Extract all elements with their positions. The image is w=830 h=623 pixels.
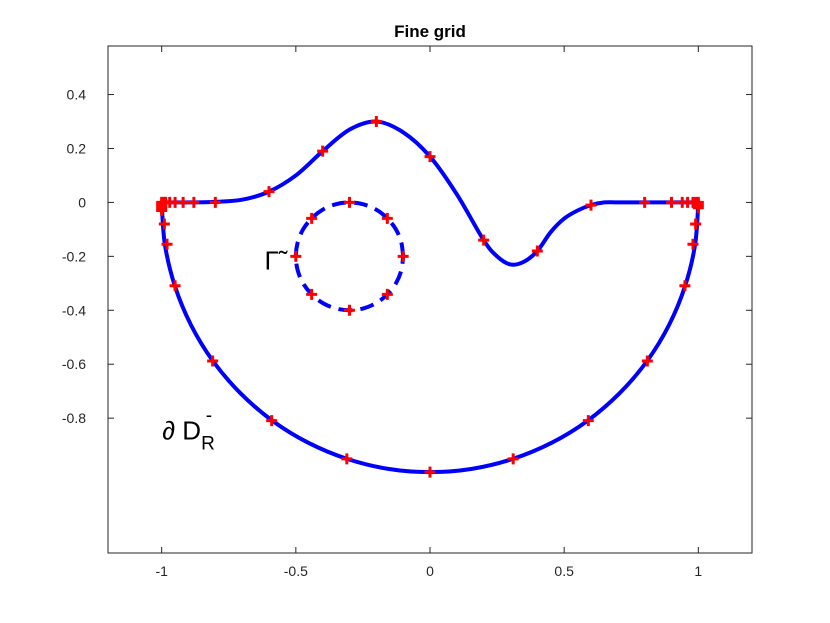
data-point [188, 196, 200, 208]
data-point [687, 238, 699, 250]
data-point [424, 151, 436, 163]
data-point [317, 145, 329, 157]
data-point [341, 453, 353, 465]
data-point [424, 466, 436, 478]
data-point [692, 202, 704, 214]
data-point [207, 355, 219, 367]
boundary-label-main: ∂ D [162, 416, 201, 446]
data-point [161, 238, 173, 250]
data-point [158, 218, 170, 230]
x-tick-label: 1 [694, 563, 702, 579]
series-line-1 [159, 202, 701, 475]
data-point [370, 116, 382, 128]
data-point [666, 196, 677, 208]
x-tick-label: 0 [426, 563, 434, 579]
data-point [641, 355, 653, 367]
x-tick-label: 0.5 [554, 563, 574, 579]
data-point [639, 196, 651, 208]
data-point [266, 415, 278, 427]
data-point [381, 212, 393, 224]
data-point [177, 196, 189, 208]
y-tick-label: -0.4 [62, 302, 86, 318]
data-point [306, 288, 318, 300]
y-tick-label: -0.6 [62, 356, 86, 372]
data-point [531, 245, 543, 257]
data-point [263, 186, 275, 198]
data-point [679, 280, 691, 292]
data-point [306, 212, 318, 224]
series-line-2 [293, 200, 406, 313]
data-point [690, 218, 702, 230]
data-point [156, 205, 168, 217]
data-point [585, 199, 597, 211]
y-tick-label: 0 [78, 194, 86, 210]
boundary-label-superscript: - [206, 406, 212, 427]
boundary-label-subscript: R [201, 434, 215, 455]
data-point [381, 288, 393, 300]
data-point [344, 304, 355, 316]
data-point [344, 196, 355, 208]
gamma-tilde-label: Γ̃ [265, 246, 288, 276]
data-point [209, 196, 221, 208]
data-point [507, 453, 519, 465]
boundary-label: ∂ DR - [162, 406, 215, 455]
data-point [397, 250, 409, 262]
chart-title: Fine grid [394, 22, 466, 41]
y-tick-label: -0.8 [62, 410, 86, 426]
series-line-0 [161, 119, 699, 267]
y-tick-label: 0.4 [67, 87, 87, 103]
y-tick-label: 0.2 [67, 140, 87, 156]
data-point [290, 250, 302, 262]
data-point [582, 415, 594, 427]
data-point [169, 280, 181, 292]
x-tick-label: -1 [155, 563, 168, 579]
y-tick-label: -0.2 [62, 248, 86, 264]
data-point [478, 234, 490, 246]
x-tick-label: -0.5 [284, 563, 308, 579]
